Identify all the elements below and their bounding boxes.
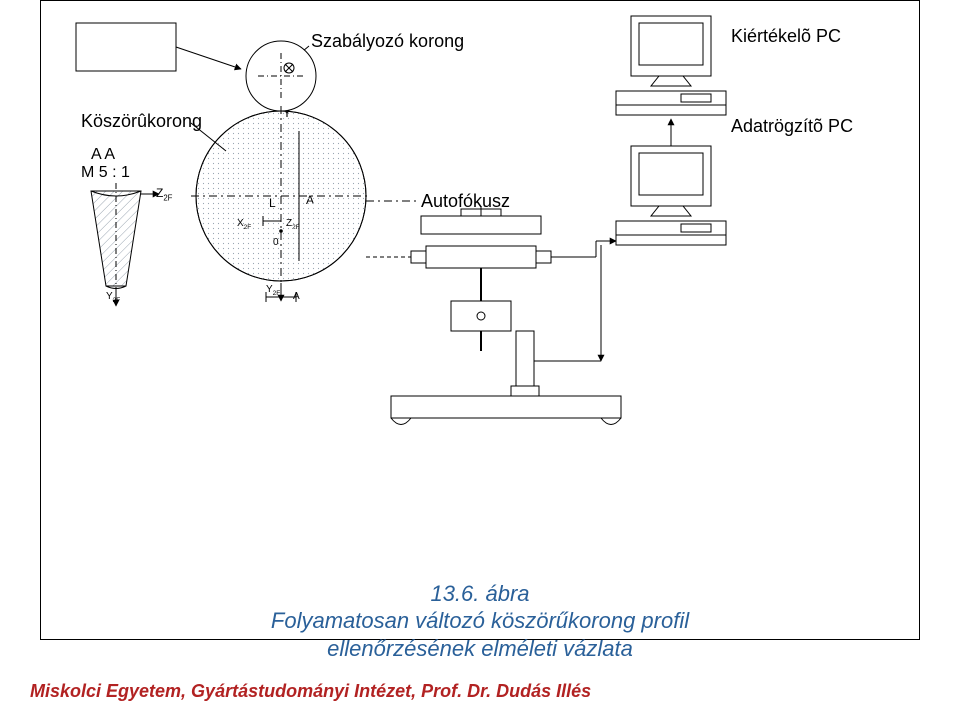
caption-number: 13.6. ábra — [430, 581, 529, 606]
diagram-frame: CNCvezérlés Szabályozó korong Kiértékelõ… — [40, 0, 920, 640]
caption-line2: ellenőrzésének elméleti vázlata — [327, 636, 633, 661]
caption-line1: Folyamatosan változó köszörűkorong profi… — [271, 608, 689, 633]
diagram-svg — [41, 1, 919, 639]
page: CNCvezérlés Szabályozó korong Kiértékelõ… — [0, 0, 960, 717]
footer-credit: Miskolci Egyetem, Gyártástudományi Intéz… — [30, 681, 591, 702]
figure-caption: 13.6. ábra Folyamatosan változó köszörűk… — [0, 580, 960, 663]
